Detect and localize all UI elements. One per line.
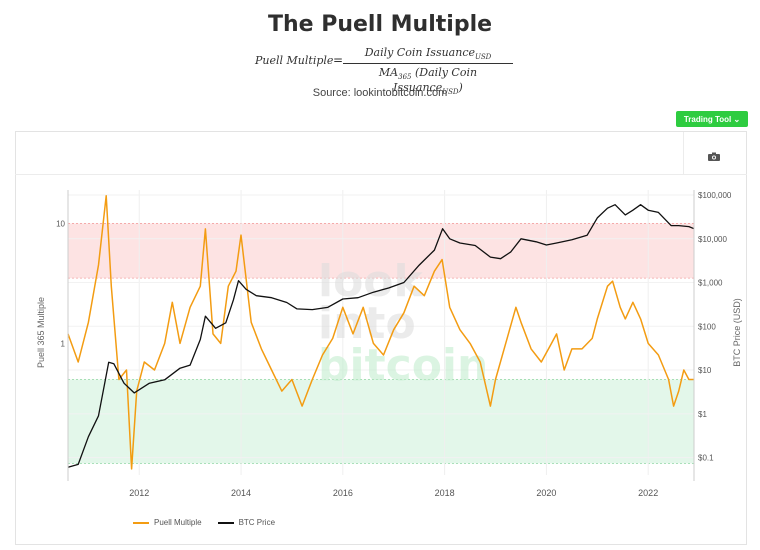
watermark-bitcoin: bitcoin [318, 340, 488, 391]
x-tick-label-2016: 2016 [333, 488, 353, 498]
chart-container [15, 131, 747, 545]
formula-fraction: Daily Coin IssuanceUSD MA365 (Daily Coin… [343, 46, 513, 97]
x-tick-label-2014: 2014 [231, 488, 251, 498]
right-tick-label: $100 [698, 322, 716, 331]
formula-lhs: Puell Multiple [255, 54, 334, 67]
legend-label-btc: BTC Price [238, 518, 276, 527]
camera-cell [683, 132, 747, 174]
legend-swatch-btc [217, 521, 234, 524]
band-low [68, 379, 694, 464]
camera-icon[interactable] [708, 152, 720, 161]
right-tick-label: $10 [698, 366, 712, 375]
chart-legend: Puell Multiple BTC Price [133, 518, 275, 527]
series-line-puell-multiple [67, 195, 694, 470]
x-tick-label-2018: 2018 [435, 488, 455, 498]
source-caption: Source: lookintobitcoin.com [312, 87, 448, 99]
formula-denominator: MA365 (Daily Coin IssuanceUSD) [378, 66, 478, 97]
formula-numerator: Daily Coin IssuanceUSD [343, 46, 513, 65]
legend-label-puell: Puell Multiple [154, 518, 202, 527]
toolbar-divider [15, 174, 747, 175]
series-line-btc-price [67, 204, 695, 468]
watermark-look: look [318, 256, 425, 307]
right-tick-label: $0.1 [698, 454, 714, 463]
x-tick-label-2012: 2012 [129, 488, 149, 498]
legend-item-puell[interactable]: Puell Multiple [133, 518, 202, 527]
legend-item-btc[interactable]: BTC Price [217, 518, 276, 527]
page-title: The Puell Multiple [267, 12, 493, 37]
left-tick-label-10: 10 [56, 219, 65, 228]
left-axis-title: Puell 365 Multiple [36, 297, 46, 368]
x-tick-label-2020: 2020 [536, 488, 556, 498]
right-tick-label: $100,000 [698, 191, 732, 200]
legend-swatch-puell [133, 521, 149, 524]
x-tick-label-2022: 2022 [638, 488, 658, 498]
left-tick-label-1: 1 [61, 339, 66, 348]
trading-tool-button[interactable]: Trading Tool ⌄ [676, 111, 748, 127]
formula-equals: = [333, 53, 344, 67]
right-tick-label: $1,000 [698, 279, 723, 288]
right-tick-label: $1 [698, 410, 707, 419]
watermark-into: into [318, 298, 416, 349]
band-high [68, 223, 694, 279]
puell-formula: Puell Multiple = Daily Coin IssuanceUSD … [0, 46, 760, 97]
right-axis-title: BTC Price (USD) [732, 298, 742, 367]
right-tick-label: $10,000 [698, 235, 727, 244]
